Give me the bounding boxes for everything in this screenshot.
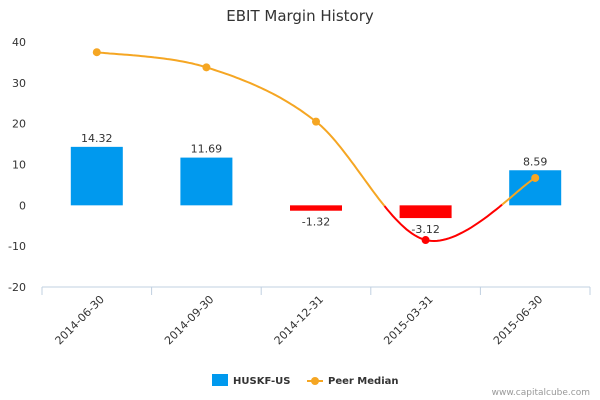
legend-label: HUSKF-US: [233, 376, 290, 387]
x-tick-label: 2014-06-30: [53, 293, 107, 347]
bar-value-label: 14.32: [81, 132, 113, 145]
bar: [70, 146, 123, 206]
x-axis: 2014-06-30 2014-09-30 2014-12-31 2015-03-31…: [41, 286, 591, 347]
y-tick-label: 10: [12, 159, 26, 172]
peer-median-point: [202, 63, 211, 72]
bar-series: 14.32 11.69 -1.32 -3.12 8.59: [70, 132, 562, 236]
legend-label: Peer Median: [328, 376, 399, 387]
bar: [399, 205, 452, 219]
y-tick-label: 30: [12, 77, 26, 90]
bar-value-label: 11.69: [191, 143, 223, 156]
legend[interactable]: HUSKF-US Peer Median: [212, 374, 399, 387]
bar: [180, 157, 233, 206]
x-tick-label: 2015-03-31: [381, 293, 435, 347]
x-tick-label: 2015-06-30: [491, 293, 545, 347]
bar-value-label: -3.12: [411, 223, 439, 236]
peer-median-point: [421, 236, 430, 245]
peer-median-line: [96, 51, 386, 207]
peer-median-point: [531, 173, 540, 182]
bar-value-label: 8.59: [523, 155, 548, 168]
legend-swatch-bar: [212, 374, 228, 386]
peer-median-point: [92, 48, 101, 57]
x-tick-label: 2014-09-30: [162, 293, 216, 347]
y-tick-label: 0: [19, 199, 26, 212]
credit-text: www.capitalcube.com: [492, 388, 590, 398]
peer-median-line: [383, 203, 503, 243]
y-tick-label: -10: [8, 240, 26, 253]
y-tick-label: 40: [12, 36, 26, 49]
bar: [290, 205, 342, 211]
y-axis: -20 -10 0 10 20 30 40: [8, 36, 26, 294]
peer-median-line: [501, 177, 536, 206]
chart-title: EBIT Margin History: [226, 7, 374, 25]
peer-median-series: [92, 48, 540, 245]
y-tick-label: 20: [12, 118, 26, 131]
legend-swatch-marker: [311, 377, 319, 385]
x-tick-label: 2014-12-31: [272, 293, 326, 347]
y-tick-label: -20: [8, 281, 26, 294]
bar-value-label: -1.32: [302, 216, 330, 229]
peer-median-point: [312, 117, 320, 126]
